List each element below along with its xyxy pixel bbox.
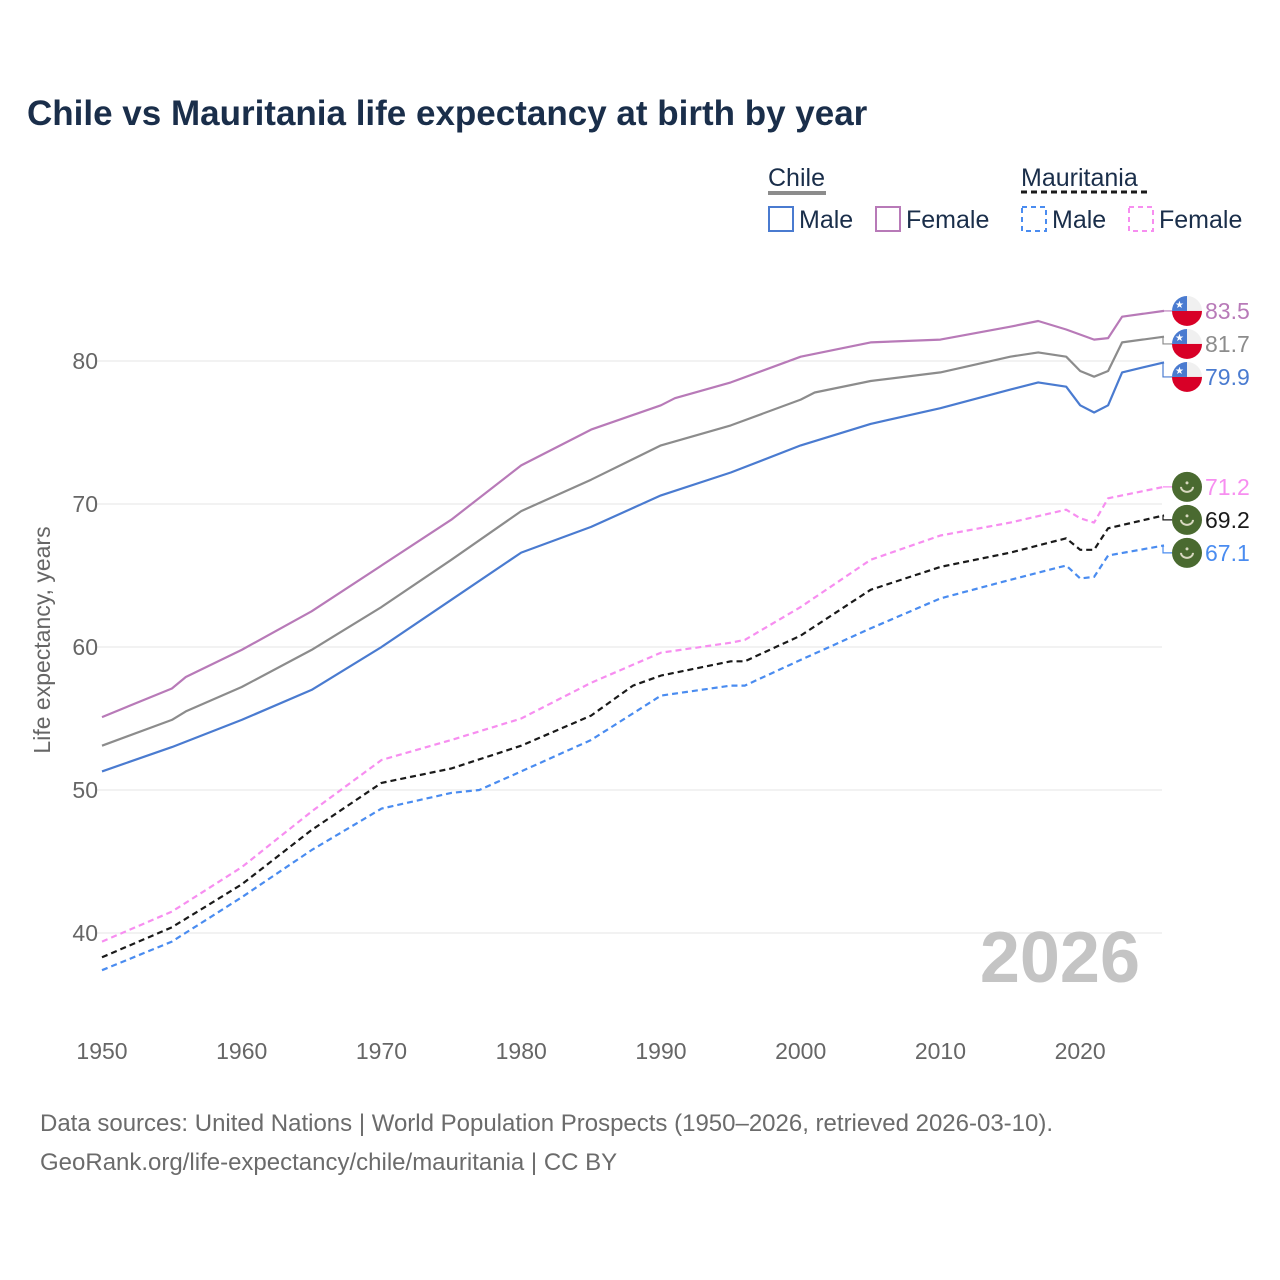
chile-flag-icon: ★ [1172,295,1202,326]
y-axis-label: Life expectancy, years [29,526,55,753]
legend-group-chile: Chile [768,164,825,192]
y-tick-label: 80 [72,348,98,374]
end-labels: ★ 83.5 ★ 81.7 ★ 79.9 71.2 69.2 67.1 [1162,295,1250,568]
legend: Chile Male Female Mauritania Male Female [768,164,1242,234]
label-connector [1162,361,1172,378]
series-lines [101,309,1165,972]
svg-text:★: ★ [1175,300,1184,311]
series-line-chile-male [101,361,1165,773]
legend-swatch-chile-male [768,206,794,232]
axes: 40 50 60 70 80 1950 1960 1970 1980 1990 2000 2010 20… [72,348,1105,1064]
legend-swatch-chile-female [875,206,901,232]
end-value-label: 83.5 [1205,298,1250,324]
end-value-label: 81.7 [1205,331,1250,357]
series-line-mauritania-total [101,514,1165,959]
label-connector [1162,336,1172,345]
grid [97,360,1162,934]
year-watermark: 2026 [980,918,1140,998]
end-value-label: 67.1 [1205,540,1250,566]
data-source-text: Data sources: United Nations | World Pop… [40,1110,1054,1137]
x-tick-label: 2010 [915,1038,966,1064]
series-line-mauritania-male [101,544,1165,972]
chile-flag-icon: ★ [1172,361,1202,392]
label-connector [1162,544,1172,554]
chile-flag-icon: ★ [1172,328,1202,359]
series-line-mauritania-female [101,485,1165,943]
mauritania-flag-icon [1172,537,1202,568]
svg-text:★: ★ [1175,366,1184,377]
x-tick-label: 1950 [76,1038,127,1064]
source-link[interactable]: GeoRank.org/life-expectancy/chile/maurit… [40,1149,618,1176]
y-tick-label: 70 [72,491,98,517]
legend-entry-label: Female [906,206,989,234]
y-tick-label: 40 [72,920,98,946]
chart-title: Chile vs Mauritania life expectancy at b… [27,94,868,133]
legend-entry-label: Female [1159,206,1242,234]
legend-group-mauritania: Mauritania [1021,164,1138,192]
x-tick-label: 1960 [216,1038,267,1064]
x-tick-label: 1980 [496,1038,547,1064]
svg-text:★: ★ [1175,333,1184,344]
end-value-label: 79.9 [1205,364,1250,390]
legend-entry-label: Male [1052,206,1106,234]
legend-entry-label: Male [799,206,853,234]
y-tick-label: 50 [72,777,98,803]
footer: Data sources: United Nations | World Pop… [40,1104,1053,1182]
x-tick-label: 1990 [635,1038,686,1064]
x-tick-label: 2000 [775,1038,826,1064]
x-tick-label: 2020 [1055,1038,1106,1064]
series-line-chile-total [101,335,1165,747]
x-tick-label: 1970 [356,1038,407,1064]
label-connector [1162,514,1172,521]
series-line-chile-female [101,309,1165,719]
mauritania-flag-icon [1172,471,1202,502]
y-tick-label: 60 [72,634,98,660]
end-value-label: 71.2 [1205,474,1250,500]
legend-swatch-mauritania-female [1128,206,1154,232]
legend-swatch-mauritania-male [1021,206,1047,232]
mauritania-flag-icon [1172,504,1202,535]
end-value-label: 69.2 [1205,507,1250,533]
